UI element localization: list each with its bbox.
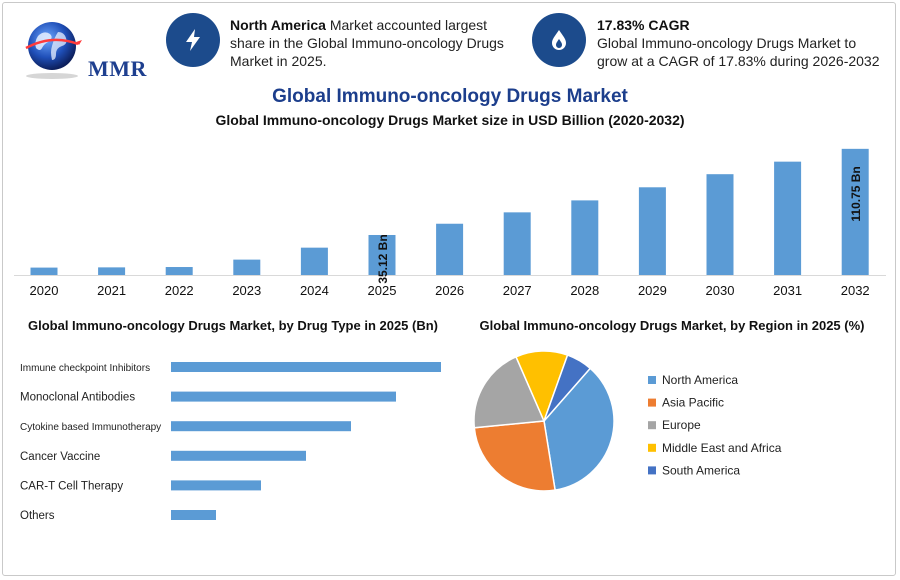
drug-type-bar (171, 480, 261, 491)
highlight-2-body: Global Immuno-oncology Drugs Market to g… (597, 35, 880, 69)
legend-swatch (648, 376, 656, 384)
category-label: Cancer Vaccine (20, 451, 100, 463)
globe-icon (25, 22, 82, 79)
x-tick-label: 2024 (300, 283, 329, 298)
category-label: Others (20, 510, 55, 522)
bar-2031 (774, 161, 802, 275)
flame-drop-icon (552, 30, 566, 50)
legend-label: Middle East and Africa (662, 441, 782, 455)
legend-swatch (648, 421, 656, 430)
mmr-logo: MMR (18, 18, 146, 81)
category-label: Immune checkpoint Inhibitors (20, 363, 150, 374)
legend-label: North America (662, 373, 738, 387)
bar-2032 (841, 148, 869, 275)
bar-2021 (98, 267, 126, 275)
category-label: CAR-T Cell Therapy (20, 480, 123, 492)
pie-slice (473, 355, 546, 429)
data-label-2032: 110.75 Bn (849, 166, 863, 221)
lightning-icon (186, 29, 200, 51)
highlight-2-bold: 17.83% CAGR (597, 17, 690, 33)
drug-type-chart-title: Global Immuno-oncology Drugs Market, by … (27, 318, 439, 333)
region-pie-chart: North America Asia Pacific Europe Middle Ea… (473, 350, 782, 492)
x-tick-label: 2028 (570, 283, 599, 298)
legend-swatch (648, 443, 656, 452)
x-tick-label: 2030 (706, 283, 735, 298)
bar-2024 (300, 247, 328, 275)
x-tick-label: 2020 (30, 283, 59, 298)
legend-swatch (648, 466, 656, 475)
highlight-1-bold: North America (230, 17, 326, 33)
x-tick-label: 2026 (435, 283, 464, 298)
pie-slice (473, 420, 556, 492)
drug-type-bar (171, 391, 396, 402)
x-tick-label: 2025 (368, 283, 397, 298)
bar-2028 (571, 200, 599, 275)
drug-type-bar (171, 450, 306, 461)
data-label-2025: 35.12 Bn (376, 234, 390, 283)
market-size-bar-chart: 2020 2021 2022 2023 2024 2025 2026 2027 2028 2029… (14, 148, 886, 298)
bar-2026 (436, 223, 464, 275)
x-tick-label: 2023 (232, 283, 261, 298)
highlight-2-badge (532, 13, 586, 67)
legend-label: Asia Pacific (662, 396, 724, 410)
bar-2030 (706, 174, 734, 275)
bar-2023 (233, 259, 261, 275)
bar-2027 (503, 212, 531, 275)
category-label: Monoclonal Antibodies (20, 392, 135, 404)
drug-type-bar (171, 421, 351, 432)
highlight-1-text: North America Market accounted largest s… (230, 16, 520, 70)
legend-label: South America (662, 463, 740, 477)
bar-2020 (30, 267, 58, 275)
bar-2022 (165, 267, 193, 275)
legend-swatch (648, 398, 656, 407)
chart-subtitle: Global Immuno-oncology Drugs Market size… (215, 112, 685, 128)
x-tick-label: 2021 (97, 283, 126, 298)
drug-type-bar (171, 362, 441, 372)
category-label: Cytokine based Immunotherapy (20, 422, 161, 433)
bar-2029 (638, 187, 666, 275)
legend-label: Europe (662, 418, 701, 432)
pie-slice (543, 367, 615, 491)
highlight-1-badge (166, 13, 220, 67)
region-chart-title: Global Immuno-oncology Drugs Market, by … (479, 318, 865, 333)
x-tick-label: 2029 (638, 283, 667, 298)
bar-2025 (368, 234, 396, 275)
highlight-2-text: 17.83% CAGR Global Immuno-oncology Drugs… (597, 16, 887, 70)
main-title: Global Immuno-oncology Drugs Market (272, 86, 628, 107)
x-tick-label: 2027 (503, 283, 532, 298)
x-tick-label: 2022 (165, 283, 194, 298)
drug-type-bar (171, 510, 216, 520)
x-tick-label: 2031 (773, 283, 802, 298)
pie-slice (543, 354, 592, 422)
highlight-1-body: Market accounted largest share in the Gl… (230, 17, 504, 69)
drug-type-bar-chart: Immune checkpoint Inhibitors Monoclonal A… (20, 362, 441, 522)
logo-text: MMR (88, 56, 147, 81)
x-tick-label: 2032 (841, 283, 870, 298)
